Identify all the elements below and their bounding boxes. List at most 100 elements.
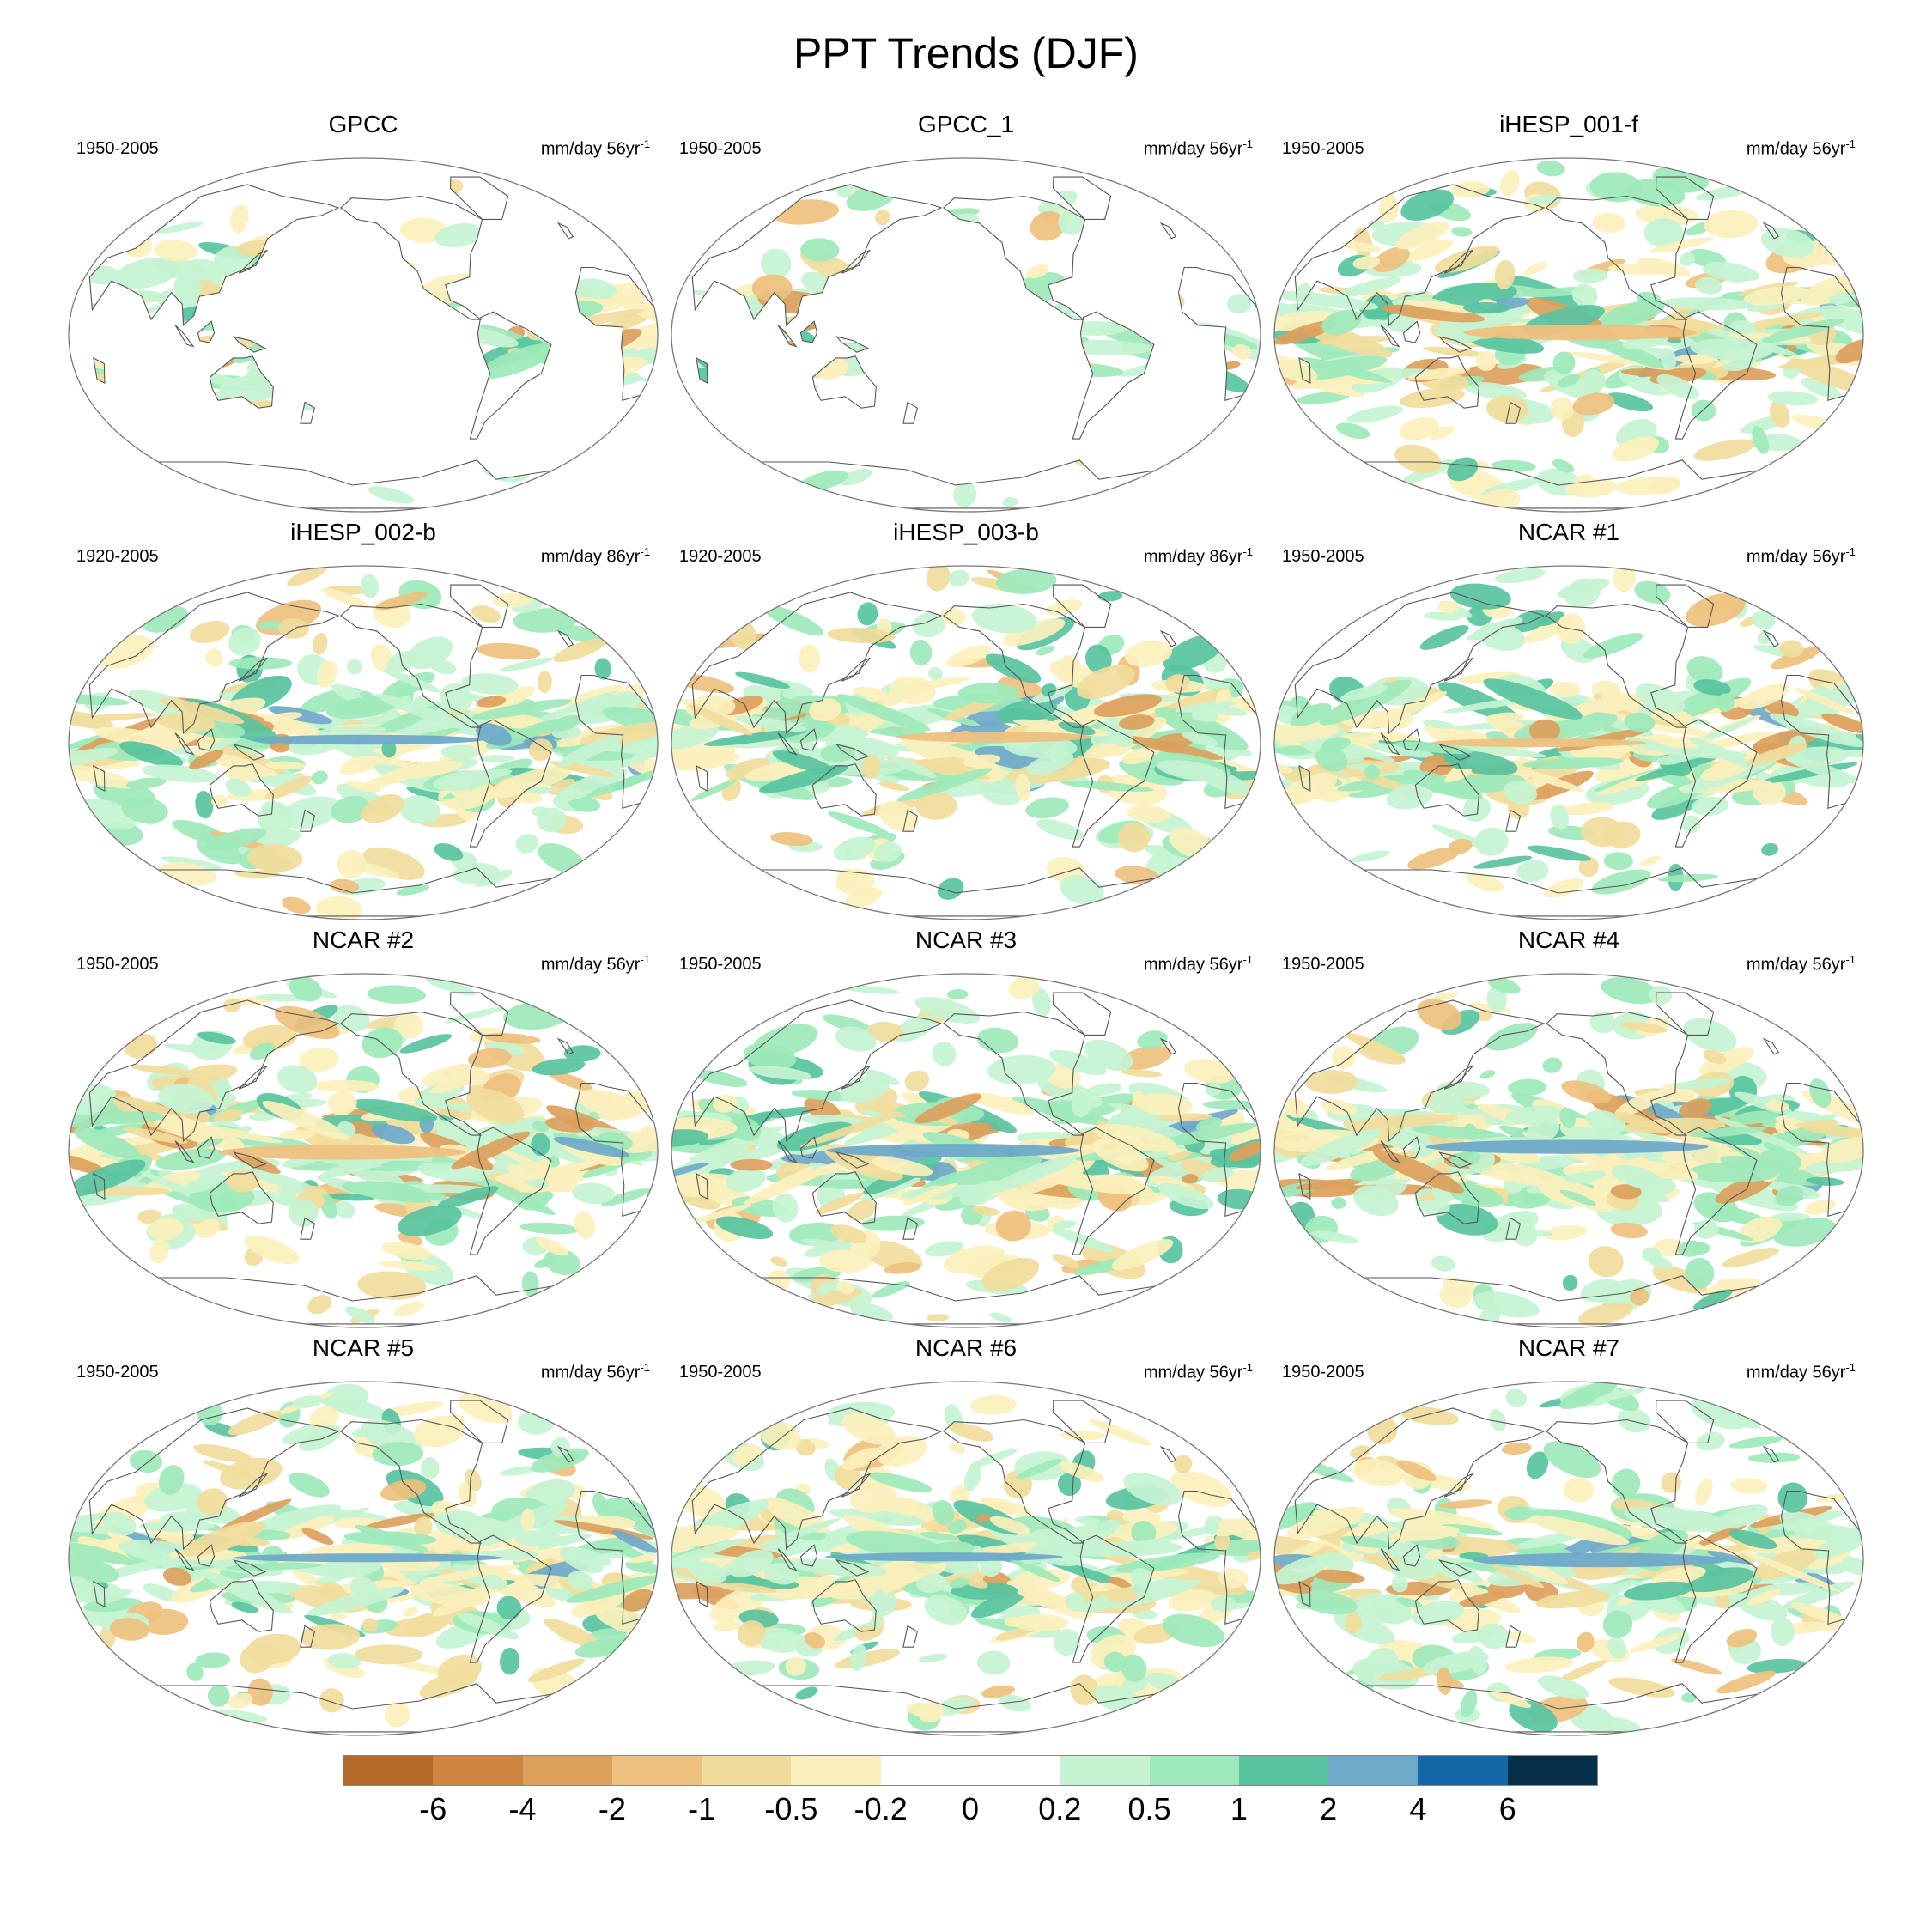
- dry-trend-patch: [1629, 1287, 1649, 1306]
- wet-trend-patch: [1412, 1125, 1510, 1141]
- wet-trend-patch: [1436, 1204, 1498, 1236]
- wet-trend-patch: [909, 639, 933, 666]
- coastline-madagascar: [1298, 1172, 1311, 1200]
- dry-trend-patch: [732, 1444, 762, 1466]
- wet-trend-patch: [1006, 1556, 1060, 1582]
- dry-trend-patch: [197, 1488, 228, 1516]
- dry-trend-patch: [1407, 847, 1460, 870]
- wet-trend-patch: [964, 1464, 981, 1492]
- wet-trend-patch: [563, 1045, 601, 1062]
- dry-trend-patch: [799, 644, 821, 673]
- wet-trend-patch: [307, 1586, 404, 1616]
- wet-trend-patch: [361, 574, 380, 598]
- dry-trend-patch: [1808, 1554, 1845, 1570]
- wet-trend-patch: [1673, 1078, 1731, 1090]
- dry-trend-patch: [1407, 367, 1470, 380]
- colorbar-tick-label: 0.2: [1038, 1791, 1082, 1826]
- dry-trend-patch: [548, 778, 576, 795]
- coastline-namerica: [340, 603, 483, 728]
- wet-trend-patch: [512, 716, 578, 738]
- wet-trend-patch: [985, 653, 1042, 683]
- coastlines: [88, 992, 658, 1325]
- wet-trend-patch: [69, 693, 130, 706]
- dry-trend-patch: [527, 1658, 586, 1683]
- dry-trend-patch: [1581, 817, 1625, 848]
- dry-trend-patch: [1629, 1632, 1685, 1653]
- dry-trend-patch: [1504, 1656, 1574, 1674]
- coastline-namerica: [340, 195, 483, 320]
- dry-trend-patch: [226, 1169, 259, 1193]
- dry-trend-patch: [1528, 1515, 1630, 1546]
- dry-trend-patch: [1119, 714, 1155, 730]
- wet-trend-patch: [544, 1249, 580, 1276]
- dry-trend-patch: [861, 755, 882, 779]
- dry-trend-patch: [69, 1153, 106, 1175]
- wet-trend-patch: [374, 693, 468, 730]
- wet-trend-patch: [181, 1177, 221, 1194]
- wet-trend-patch: [1486, 1023, 1538, 1051]
- panel-period: 1950-2005: [679, 955, 762, 974]
- wet-trend-patch: [837, 694, 931, 732]
- coastline-uk: [1762, 1037, 1780, 1055]
- coastline-sumatra: [777, 1548, 798, 1571]
- wet-trend-patch: [119, 741, 184, 768]
- wet-trend-patch: [1131, 1521, 1157, 1545]
- coastline-africa: [574, 1082, 658, 1218]
- dry-trend-patch: [1008, 976, 1040, 999]
- dry-trend-patch: [1218, 1518, 1261, 1541]
- dry-trend-patch: [429, 1074, 477, 1094]
- wet-trend-patch: [1690, 338, 1771, 361]
- dry-trend-patch: [969, 1092, 1035, 1115]
- panel-title: iHESP_001-f: [1499, 111, 1638, 137]
- wet-trend-patch: [1195, 1117, 1223, 1133]
- wet-trend-patch: [761, 1106, 817, 1119]
- wet-trend-patch: [398, 1205, 462, 1236]
- wet-trend-patch: [1689, 1126, 1767, 1138]
- coastline-japan: [1443, 1473, 1473, 1498]
- dry-trend-patch: [757, 1420, 802, 1450]
- dry-trend-patch: [1311, 1569, 1365, 1583]
- dry-trend-patch: [398, 1086, 421, 1103]
- precip-trend-field: [69, 566, 658, 920]
- coastline-samerica: [1674, 1534, 1758, 1663]
- wet-trend-patch: [1624, 1506, 1730, 1533]
- dry-trend-patch: [804, 1097, 841, 1121]
- wet-trend-patch: [1486, 985, 1507, 1012]
- dry-trend-patch: [1399, 416, 1439, 440]
- dry-trend-patch: [1686, 592, 1746, 627]
- coastline-greenland: [450, 584, 509, 628]
- dry-trend-patch: [688, 704, 753, 736]
- coastline-sumatra: [1380, 732, 1400, 756]
- dry-trend-patch: [975, 1514, 992, 1522]
- wet-trend-patch: [1130, 1567, 1152, 1587]
- wet-trend-patch: [1041, 683, 1057, 697]
- wet-trend-patch: [386, 651, 418, 673]
- wet-trend-patch: [228, 627, 261, 656]
- dry-trend-patch: [1395, 221, 1450, 250]
- wet-trend-patch: [1689, 737, 1756, 769]
- wet-trend-patch: [1097, 591, 1123, 602]
- dry-trend-patch: [1730, 1478, 1768, 1494]
- coastline-africa: [1780, 674, 1863, 810]
- wet-trend-patch: [987, 1054, 1056, 1084]
- robinson-map: [671, 157, 1261, 513]
- dry-trend-patch: [1489, 1690, 1532, 1708]
- wet-trend-patch: [601, 1188, 651, 1206]
- wet-trend-patch: [1552, 351, 1576, 374]
- wet-trend-patch: [947, 1519, 967, 1534]
- panel-units: mm/day 56yr-1: [1746, 953, 1856, 975]
- wet-trend-patch: [500, 1466, 538, 1476]
- wet-trend-patch: [1600, 1716, 1642, 1735]
- coastline-africa: [1177, 674, 1261, 810]
- coastline-sumatra: [174, 732, 195, 756]
- dry-trend-patch: [544, 1116, 595, 1133]
- robinson-map: [68, 973, 659, 1328]
- wet-trend-patch: [1559, 1189, 1596, 1206]
- dry-trend-patch: [378, 1261, 440, 1271]
- coastline-borneo: [799, 728, 818, 751]
- colorbar-tick-label: 6: [1498, 1791, 1516, 1826]
- wet-trend-patch: [1715, 1504, 1768, 1529]
- coastline-samerica: [469, 1534, 552, 1663]
- dry-trend-patch: [195, 1218, 221, 1239]
- wet-trend-patch: [1154, 707, 1249, 751]
